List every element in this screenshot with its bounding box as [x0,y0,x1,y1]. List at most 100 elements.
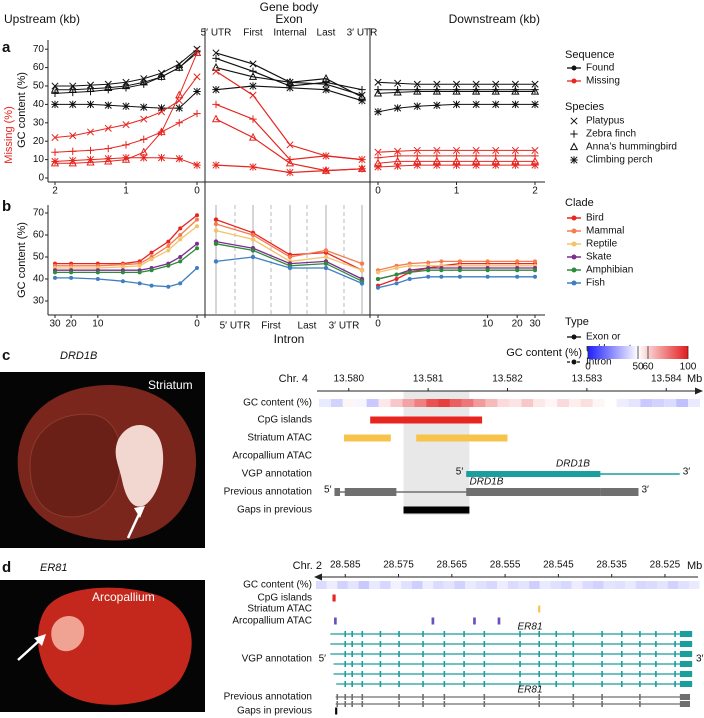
track-label: Striatum ATAC [247,604,312,615]
gc-cell [646,581,657,589]
marker [433,101,441,110]
point [120,270,125,275]
point [359,268,365,273]
track-label: GC content (%) [243,580,312,591]
x-tick-label: 28.565 [437,560,468,571]
panel-label: b [2,198,11,215]
panel-label: c [2,347,10,364]
exon-label: Internal [273,28,306,39]
line [377,265,535,274]
marker [286,84,294,92]
point [149,283,154,288]
marker [286,168,294,177]
point [457,274,462,279]
exon [639,641,641,647]
point [394,272,399,277]
gc-cell [582,581,594,589]
exon [422,651,424,657]
marker [322,78,330,87]
exon [621,671,623,677]
gc-cell [624,581,636,589]
colorbar-label: 60 [642,362,654,373]
exon [538,671,541,677]
marker [452,146,461,154]
exon [621,631,623,637]
marker [104,144,112,153]
gc-cell [330,399,343,407]
marker [358,97,366,105]
exon [334,488,341,496]
exon-label: 3′ UTR [347,28,378,39]
exon [422,631,424,637]
exon [483,701,486,707]
marker [193,161,201,169]
gc-cell [414,399,427,407]
exon [422,641,424,647]
exon-title: Exon [275,12,302,26]
marker [175,90,184,99]
exon [344,681,347,687]
point [149,268,154,273]
region-label: Striatum [148,378,193,392]
upstream-title: Upstream (kb) [4,12,80,26]
exon [344,694,347,700]
legend-title: Species [565,101,605,113]
legend-label: Skate [586,252,612,263]
marker [212,67,220,75]
x-tick-label: 28.585 [330,560,361,571]
gc-cell [557,399,570,407]
gc-cell [664,399,677,407]
exon [463,671,465,677]
x-tick-label: 28.575 [383,560,414,571]
y-tick-label: 40 [33,274,45,285]
exon [601,651,603,657]
marker [394,147,402,155]
track-label: VGP annotation [242,654,312,665]
exon [639,661,641,667]
x-tick-label: 0 [375,319,381,330]
exon [443,671,446,677]
marker [249,91,257,99]
exon [422,671,424,677]
exon [555,661,558,667]
marker [472,161,480,169]
gene-name: ER81 [40,562,68,574]
exon [344,631,347,637]
line [55,52,198,91]
point [149,250,154,255]
marker [140,135,148,144]
gc-cell [571,581,583,589]
marker [212,100,220,109]
exon [601,671,603,677]
exon [443,651,446,657]
gc-cell [604,399,617,407]
gene-label: ER81 [517,622,542,633]
x-tick-label: 30 [529,319,541,330]
marker [471,86,481,95]
exon [538,694,541,700]
gc-cell [533,399,546,407]
exon [379,641,382,647]
exon [572,701,575,707]
striatum-atac [343,434,391,442]
exon-block [679,694,691,700]
exon [555,671,558,677]
y-label-gc: GC content (%) [16,72,28,148]
marker [472,80,480,88]
marker [69,100,77,109]
x-tick-label: 0 [375,186,381,197]
exon [621,651,623,657]
exon [398,681,400,687]
y-label: GC content (%) [16,222,28,298]
exon-label: 5′ UTR [201,28,232,39]
marker [248,72,258,80]
point [120,279,125,284]
arrow [17,639,41,661]
marker [285,158,295,167]
gap-highlight [403,391,470,515]
brain-image: Arcopallium [0,580,205,712]
colorbar-label: 0 [585,362,591,373]
gc-cell [358,581,370,589]
exon [398,671,400,677]
